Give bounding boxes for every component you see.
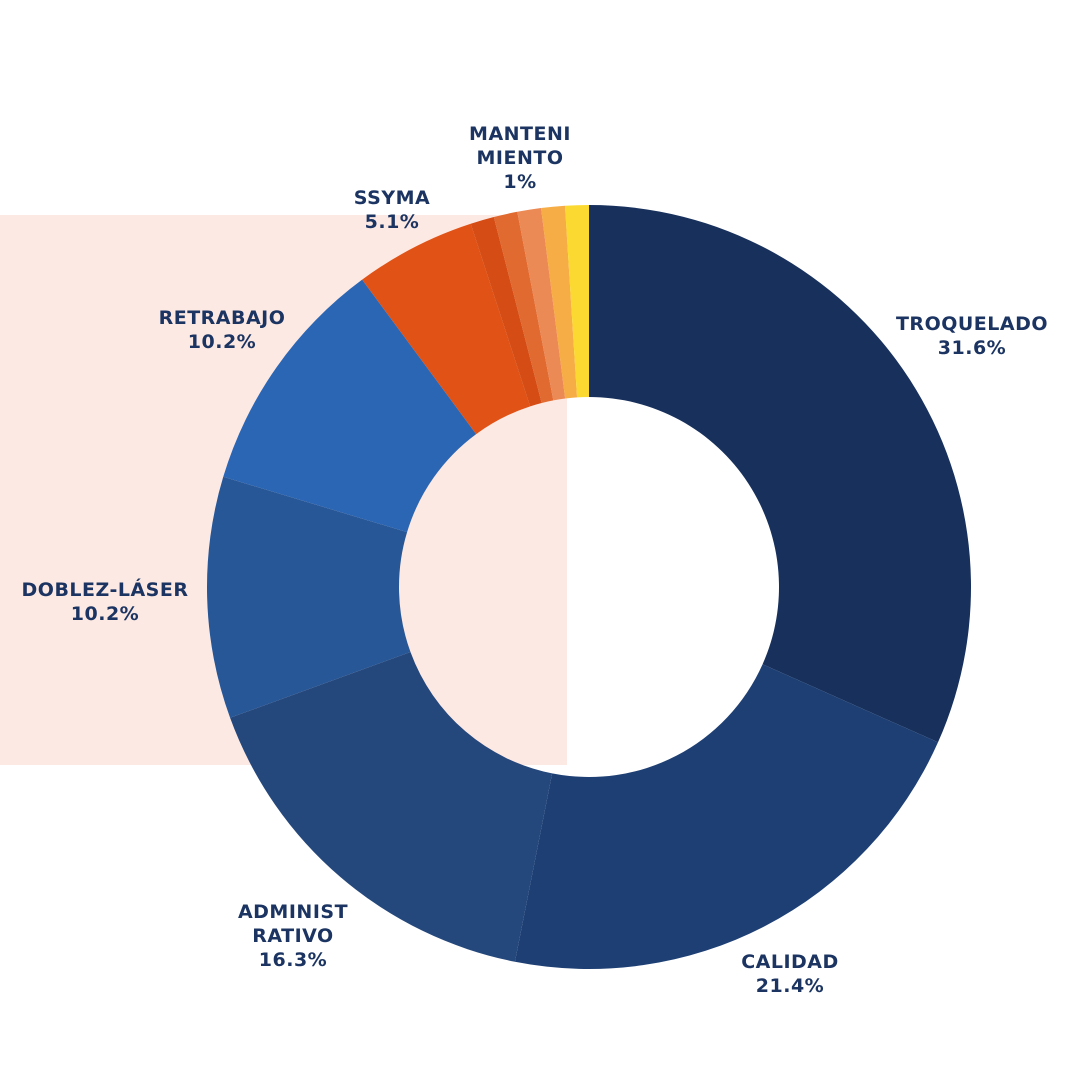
slice-label-value: 10.2% [70, 603, 140, 625]
slice-label-name: CALIDAD [741, 951, 839, 973]
slice-label-value: 5.1% [364, 211, 420, 233]
donut-slice [230, 652, 553, 962]
slice-label-name: MIENTO [476, 147, 564, 169]
slice-label-name: MANTENI [469, 123, 571, 145]
slice-label-name: ADMINIST [237, 901, 349, 923]
slice-label: DOBLEZ-LÁSER 10.2% [22, 578, 189, 626]
slice-label-value: 21.4% [755, 975, 825, 997]
donut-slice [589, 205, 971, 743]
slice-label: ADMINIST RATIVO 16.3% [238, 900, 348, 972]
slice-label-name: SSYMA [353, 187, 431, 209]
slice-label-name: TROQUELADO [895, 313, 1049, 335]
slice-label: RETRABAJO 10.2% [159, 306, 286, 354]
slice-label-name: RATIVO [252, 925, 334, 947]
slice-label-value: 1% [503, 171, 537, 193]
slice-label: CALIDAD 21.4% [741, 950, 839, 998]
donut-slice [470, 217, 542, 407]
donut-slice [541, 205, 578, 399]
slice-label-value: 31.6% [937, 337, 1007, 359]
donut-slice [493, 211, 554, 403]
slice-label-name: RETRABAJO [158, 307, 286, 329]
donut-slice [223, 279, 477, 533]
slice-label-name: DOBLEZ-LÁSER [21, 579, 189, 601]
donut-slice [362, 223, 531, 435]
slice-label: TROQUELADO 31.6% [896, 312, 1048, 360]
slice-label: SSYMA 5.1% [354, 186, 430, 234]
slice-label: MANTENI MIENTO 1% [469, 122, 571, 194]
donut-slice [514, 664, 939, 969]
donut-slice [207, 476, 411, 718]
donut-slice [517, 208, 566, 401]
slice-label-value: 16.3% [258, 949, 328, 971]
slice-label-value: 10.2% [187, 331, 257, 353]
donut-slice [564, 205, 589, 398]
